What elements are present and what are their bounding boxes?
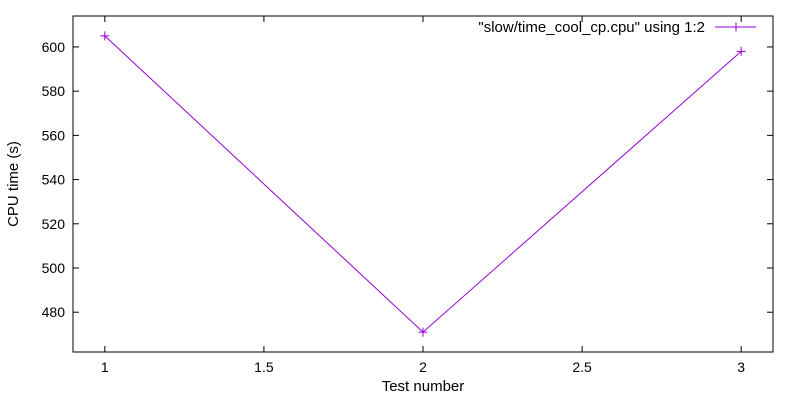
x-tick-label: 1 [101,359,109,375]
y-tick-label: 500 [42,260,66,276]
x-axis-ticks: 1 1.5 2 2.5 3 [101,16,745,375]
y-tick-label: 580 [42,83,66,99]
data-point-marker [418,327,428,337]
legend-entry-label: "slow/time_cool_cp.cpu" using 1:2 [478,19,705,36]
y-tick-label: 520 [42,216,66,232]
x-tick-label: 1.5 [254,359,274,375]
x-tick-label: 2.5 [572,359,592,375]
data-point-marker [100,31,110,41]
y-axis-ticks: 480 500 520 540 560 580 600 [42,39,773,320]
series-group [100,31,746,337]
data-point-marker [736,46,746,56]
x-axis-label: Test number [382,378,465,395]
x-tick-label: 3 [737,359,745,375]
legend: "slow/time_cool_cp.cpu" using 1:2 [478,19,756,36]
plot-frame [72,15,774,353]
y-tick-label: 540 [42,172,66,188]
legend-marker-sample [731,22,741,32]
y-tick-label: 560 [42,127,66,143]
y-tick-label: 600 [42,39,66,55]
y-tick-label: 480 [42,304,66,320]
y-axis-label: CPU time (s) [5,141,22,227]
series-line [104,35,742,333]
x-tick-label: 2 [419,359,427,375]
